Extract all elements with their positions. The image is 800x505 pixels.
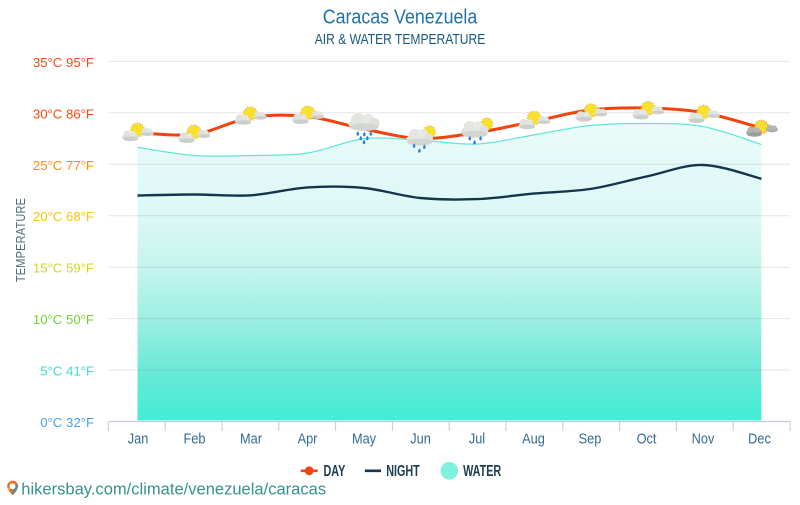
svg-text:Oct: Oct — [637, 429, 657, 446]
svg-text:20°C 68°F: 20°C 68°F — [33, 209, 94, 224]
svg-text:Feb: Feb — [184, 429, 206, 446]
svg-text:May: May — [352, 429, 376, 446]
svg-text:30°C 86°F: 30°C 86°F — [33, 106, 94, 121]
svg-text:25°C 77°F: 25°C 77°F — [33, 158, 94, 173]
svg-text:hikersbay.com/climate/venezuel: hikersbay.com/climate/venezuela/caracas — [21, 479, 326, 498]
svg-text:Aug: Aug — [522, 429, 545, 446]
svg-text:Mar: Mar — [240, 429, 262, 446]
svg-text:Sep: Sep — [579, 429, 602, 446]
svg-text:Jan: Jan — [128, 429, 149, 446]
svg-text:Jul: Jul — [469, 429, 485, 446]
svg-text:10°C 50°F: 10°C 50°F — [33, 312, 94, 327]
svg-text:0°C 32°F: 0°C 32°F — [40, 415, 94, 430]
svg-text:Dec: Dec — [748, 429, 771, 446]
svg-text:DAY: DAY — [324, 462, 346, 479]
svg-text:35°C 95°F: 35°C 95°F — [33, 55, 94, 70]
svg-text:Caracas Venezuela: Caracas Venezuela — [323, 6, 478, 28]
svg-text:WATER: WATER — [463, 462, 501, 479]
svg-text:AIR & WATER TEMPERATURE: AIR & WATER TEMPERATURE — [315, 31, 486, 47]
svg-text:Nov: Nov — [692, 429, 715, 446]
svg-text:5°C 41°F: 5°C 41°F — [40, 364, 94, 379]
svg-text:TEMPERATURE: TEMPERATURE — [13, 198, 28, 282]
svg-text:NIGHT: NIGHT — [386, 462, 420, 479]
svg-text:15°C 59°F: 15°C 59°F — [33, 261, 94, 276]
svg-text:Jun: Jun — [410, 429, 431, 446]
svg-text:Apr: Apr — [298, 429, 318, 446]
